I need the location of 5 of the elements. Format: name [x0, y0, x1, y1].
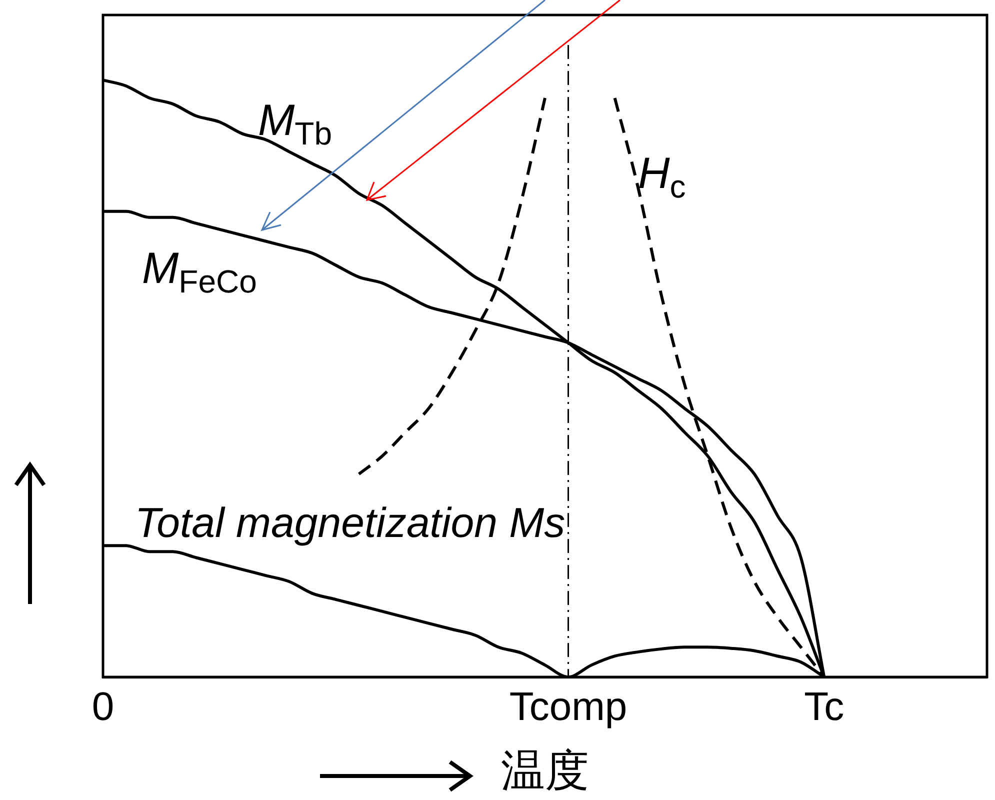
x-tick-label: Tc [804, 685, 844, 730]
x-axis-title: 温度 [501, 746, 589, 796]
series-label: Total magnetization Ms [134, 499, 566, 546]
x-tick-label: Tcomp [509, 685, 628, 730]
x-tick-label: 0 [92, 685, 114, 730]
